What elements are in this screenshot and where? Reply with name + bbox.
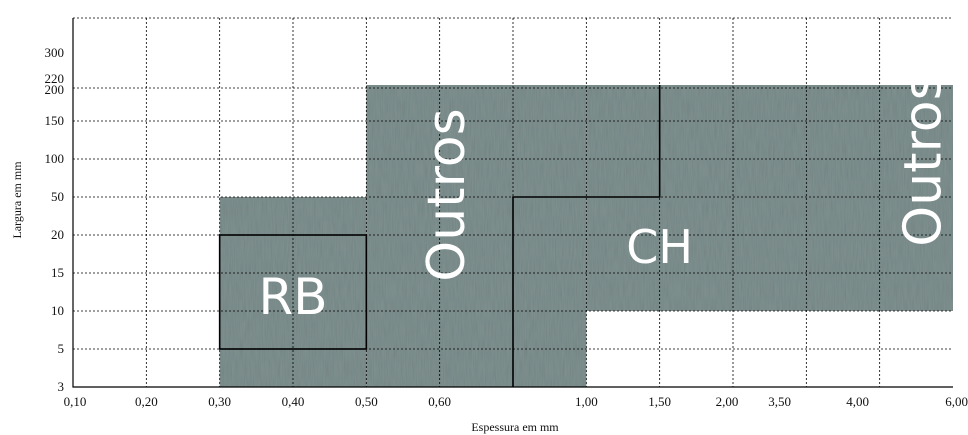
y-tick-label: 10 — [51, 303, 64, 318]
y-tick-label: 220 — [45, 71, 65, 86]
x-tick-label: 4,00 — [846, 394, 869, 409]
y-tick-label: 3 — [58, 379, 65, 394]
region-label-outros-4: Outros — [894, 73, 954, 246]
x-tick-label: 0,60 — [428, 394, 451, 409]
regions-layer — [219, 85, 953, 387]
x-tick-label: 0,50 — [355, 394, 378, 409]
x-tick-label: 1,00 — [575, 394, 598, 409]
tick-layer: 0,10 0,20 0,30 0,40 0,50 0,60 1,00 1,50 2,00 3,50… — [45, 45, 968, 409]
ch-boundary — [512, 85, 661, 387]
y-tick-label: 50 — [51, 189, 64, 204]
x-tick-label: 1,50 — [648, 394, 671, 409]
y-tick-label: 150 — [45, 113, 65, 128]
y-tick-label: 20 — [51, 227, 64, 242]
plot-frame — [72, 18, 953, 388]
x-axis-label: Espessura em mm — [471, 420, 559, 434]
region-label-rb-1: RB — [258, 268, 327, 326]
y-tick-label: 100 — [45, 151, 65, 166]
region-label-ch-3: CH — [626, 220, 693, 274]
y-tick-label: 15 — [51, 265, 64, 280]
x-tick-label: 0,20 — [135, 394, 158, 409]
boundary-layer — [218, 85, 661, 387]
y-tick-label: 200 — [45, 82, 65, 97]
region-label-outros-2: Outros — [417, 108, 477, 281]
x-tick-label: 0,30 — [208, 394, 231, 409]
shaded-region-2 — [366, 85, 587, 387]
y-tick-label: 5 — [58, 341, 65, 356]
y-tick-label: 300 — [45, 45, 65, 60]
y-axis-label: Largura em mm — [10, 161, 24, 239]
x-tick-label: 0,40 — [282, 394, 305, 409]
region-label-layer: RB Outros CH Outros — [258, 73, 953, 326]
x-tick-label: 6,00 — [945, 394, 968, 409]
x-tick-label: 2,00 — [716, 394, 739, 409]
rb-boundary — [218, 234, 368, 350]
x-tick-label: 0,10 — [64, 394, 87, 409]
x-tick-label: 3,50 — [768, 394, 791, 409]
